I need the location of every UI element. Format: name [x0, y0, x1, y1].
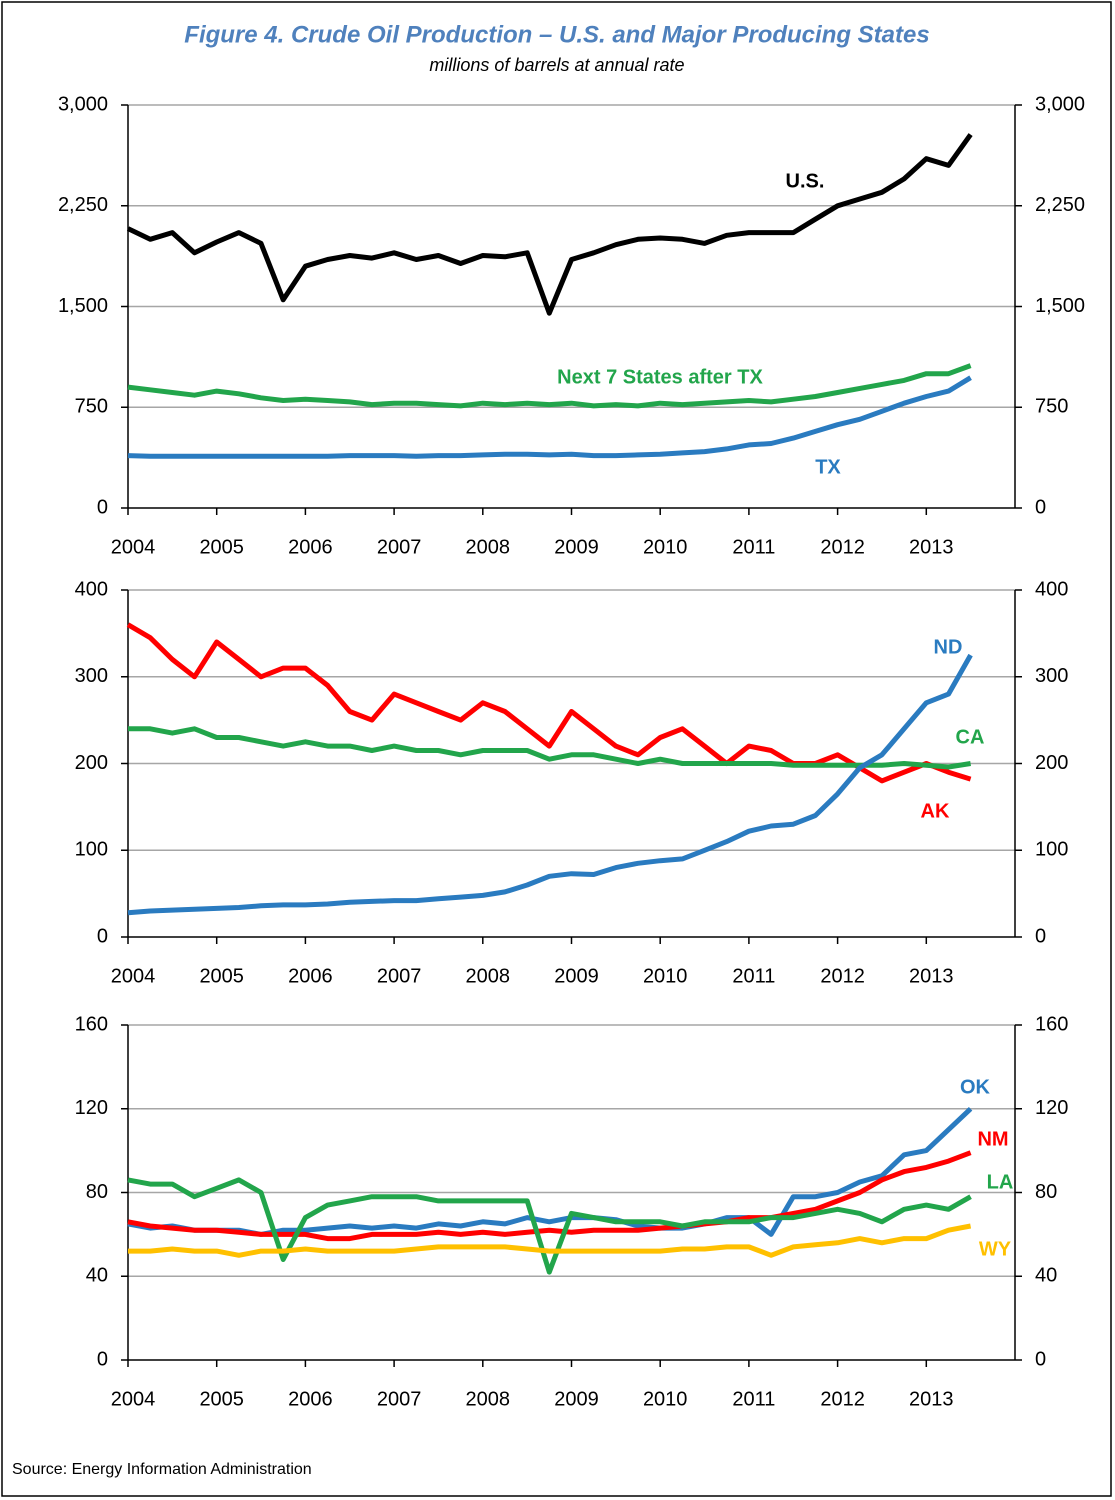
- y2-tick-label: 200: [1035, 752, 1068, 774]
- x-tick-label: 2011: [732, 536, 775, 558]
- series-label: LA: [987, 1171, 1014, 1193]
- series-label: NM: [977, 1128, 1008, 1150]
- x-tick-label: 2007: [377, 1388, 422, 1410]
- x-tick-label: 2009: [554, 1388, 599, 1410]
- y-tick-label: 160: [75, 1013, 108, 1035]
- x-tick-label: 2008: [466, 1388, 511, 1410]
- series-label: Next 7 States after TX: [557, 366, 763, 388]
- x-tick-label: 2008: [466, 965, 511, 987]
- series-label: ND: [934, 636, 963, 658]
- y2-tick-label: 0: [1035, 1348, 1046, 1370]
- x-tick-label: 2006: [288, 1388, 333, 1410]
- x-tick-label: 2007: [377, 965, 422, 987]
- y-tick-label: 300: [75, 665, 108, 687]
- x-tick-label: 2004: [111, 965, 156, 987]
- y-tick-label: 80: [86, 1181, 108, 1203]
- y2-tick-label: 300: [1035, 665, 1068, 687]
- x-tick-label: 2005: [199, 536, 244, 558]
- series-label: TX: [815, 456, 841, 478]
- series-line: [127, 363, 972, 409]
- series-label: OK: [960, 1076, 991, 1098]
- y2-tick-label: 1,500: [1035, 295, 1085, 317]
- x-tick-label: 2011: [732, 1388, 775, 1410]
- x-tick-label: 2010: [643, 536, 688, 558]
- x-tick-label: 2005: [199, 1388, 244, 1410]
- x-tick-label: 2009: [554, 536, 599, 558]
- y-tick-label: 750: [75, 396, 108, 418]
- x-tick-label: 2007: [377, 536, 422, 558]
- y-tick-label: 200: [75, 752, 108, 774]
- x-tick-label: 2006: [288, 965, 333, 987]
- y2-tick-label: 0: [1035, 925, 1046, 947]
- x-tick-label: 2012: [820, 965, 865, 987]
- x-tick-label: 2008: [466, 536, 511, 558]
- y-tick-label: 2,250: [58, 194, 108, 216]
- y-tick-label: 3,000: [58, 93, 108, 115]
- y2-tick-label: 40: [1035, 1265, 1057, 1287]
- y2-tick-label: 120: [1035, 1097, 1068, 1119]
- y2-tick-label: 400: [1035, 578, 1068, 600]
- y-tick-label: 0: [97, 1348, 108, 1370]
- y2-tick-label: 2,250: [1035, 194, 1085, 216]
- x-tick-label: 2013: [909, 536, 954, 558]
- y2-tick-label: 0: [1035, 496, 1046, 518]
- x-tick-label: 2010: [643, 965, 688, 987]
- series-line: [126, 133, 973, 316]
- series-label: WY: [979, 1238, 1012, 1260]
- series-label: CA: [956, 726, 985, 748]
- series-label: U.S.: [786, 170, 825, 192]
- y2-tick-label: 750: [1035, 396, 1068, 418]
- y2-tick-label: 100: [1035, 839, 1068, 861]
- y-tick-label: 1,500: [58, 295, 108, 317]
- x-tick-label: 2012: [820, 536, 865, 558]
- series-line: [128, 726, 971, 770]
- y-tick-label: 100: [75, 839, 108, 861]
- y-tick-label: 0: [97, 925, 108, 947]
- source: Source: Energy Information Administratio…: [12, 1461, 312, 1478]
- y-tick-label: 40: [86, 1265, 108, 1287]
- series-line: [126, 622, 972, 784]
- y-tick-label: 400: [75, 578, 108, 600]
- subtitle: millions of barrels at annual rate: [429, 55, 684, 75]
- series-line: [127, 375, 972, 459]
- series-line: [127, 653, 973, 916]
- series-label: AK: [921, 800, 950, 822]
- series-line: [127, 1106, 973, 1237]
- x-tick-label: 2013: [909, 1388, 954, 1410]
- series-line: [127, 1150, 972, 1242]
- y2-tick-label: 3,000: [1035, 93, 1085, 115]
- x-tick-label: 2004: [111, 536, 156, 558]
- y2-tick-label: 160: [1035, 1013, 1068, 1035]
- x-tick-label: 2004: [111, 1388, 156, 1410]
- x-tick-label: 2011: [732, 965, 775, 987]
- x-tick-label: 2012: [820, 1388, 865, 1410]
- x-tick-label: 2006: [288, 536, 333, 558]
- y-tick-label: 120: [75, 1097, 108, 1119]
- x-tick-label: 2010: [643, 1388, 688, 1410]
- x-tick-label: 2013: [909, 965, 954, 987]
- x-tick-label: 2005: [199, 965, 244, 987]
- x-tick-label: 2009: [554, 965, 599, 987]
- series-line: [127, 1177, 972, 1275]
- title: Figure 4. Crude Oil Production – U.S. an…: [184, 21, 929, 48]
- y2-tick-label: 80: [1035, 1181, 1057, 1203]
- series-line: [128, 1223, 972, 1258]
- y-tick-label: 0: [97, 496, 108, 518]
